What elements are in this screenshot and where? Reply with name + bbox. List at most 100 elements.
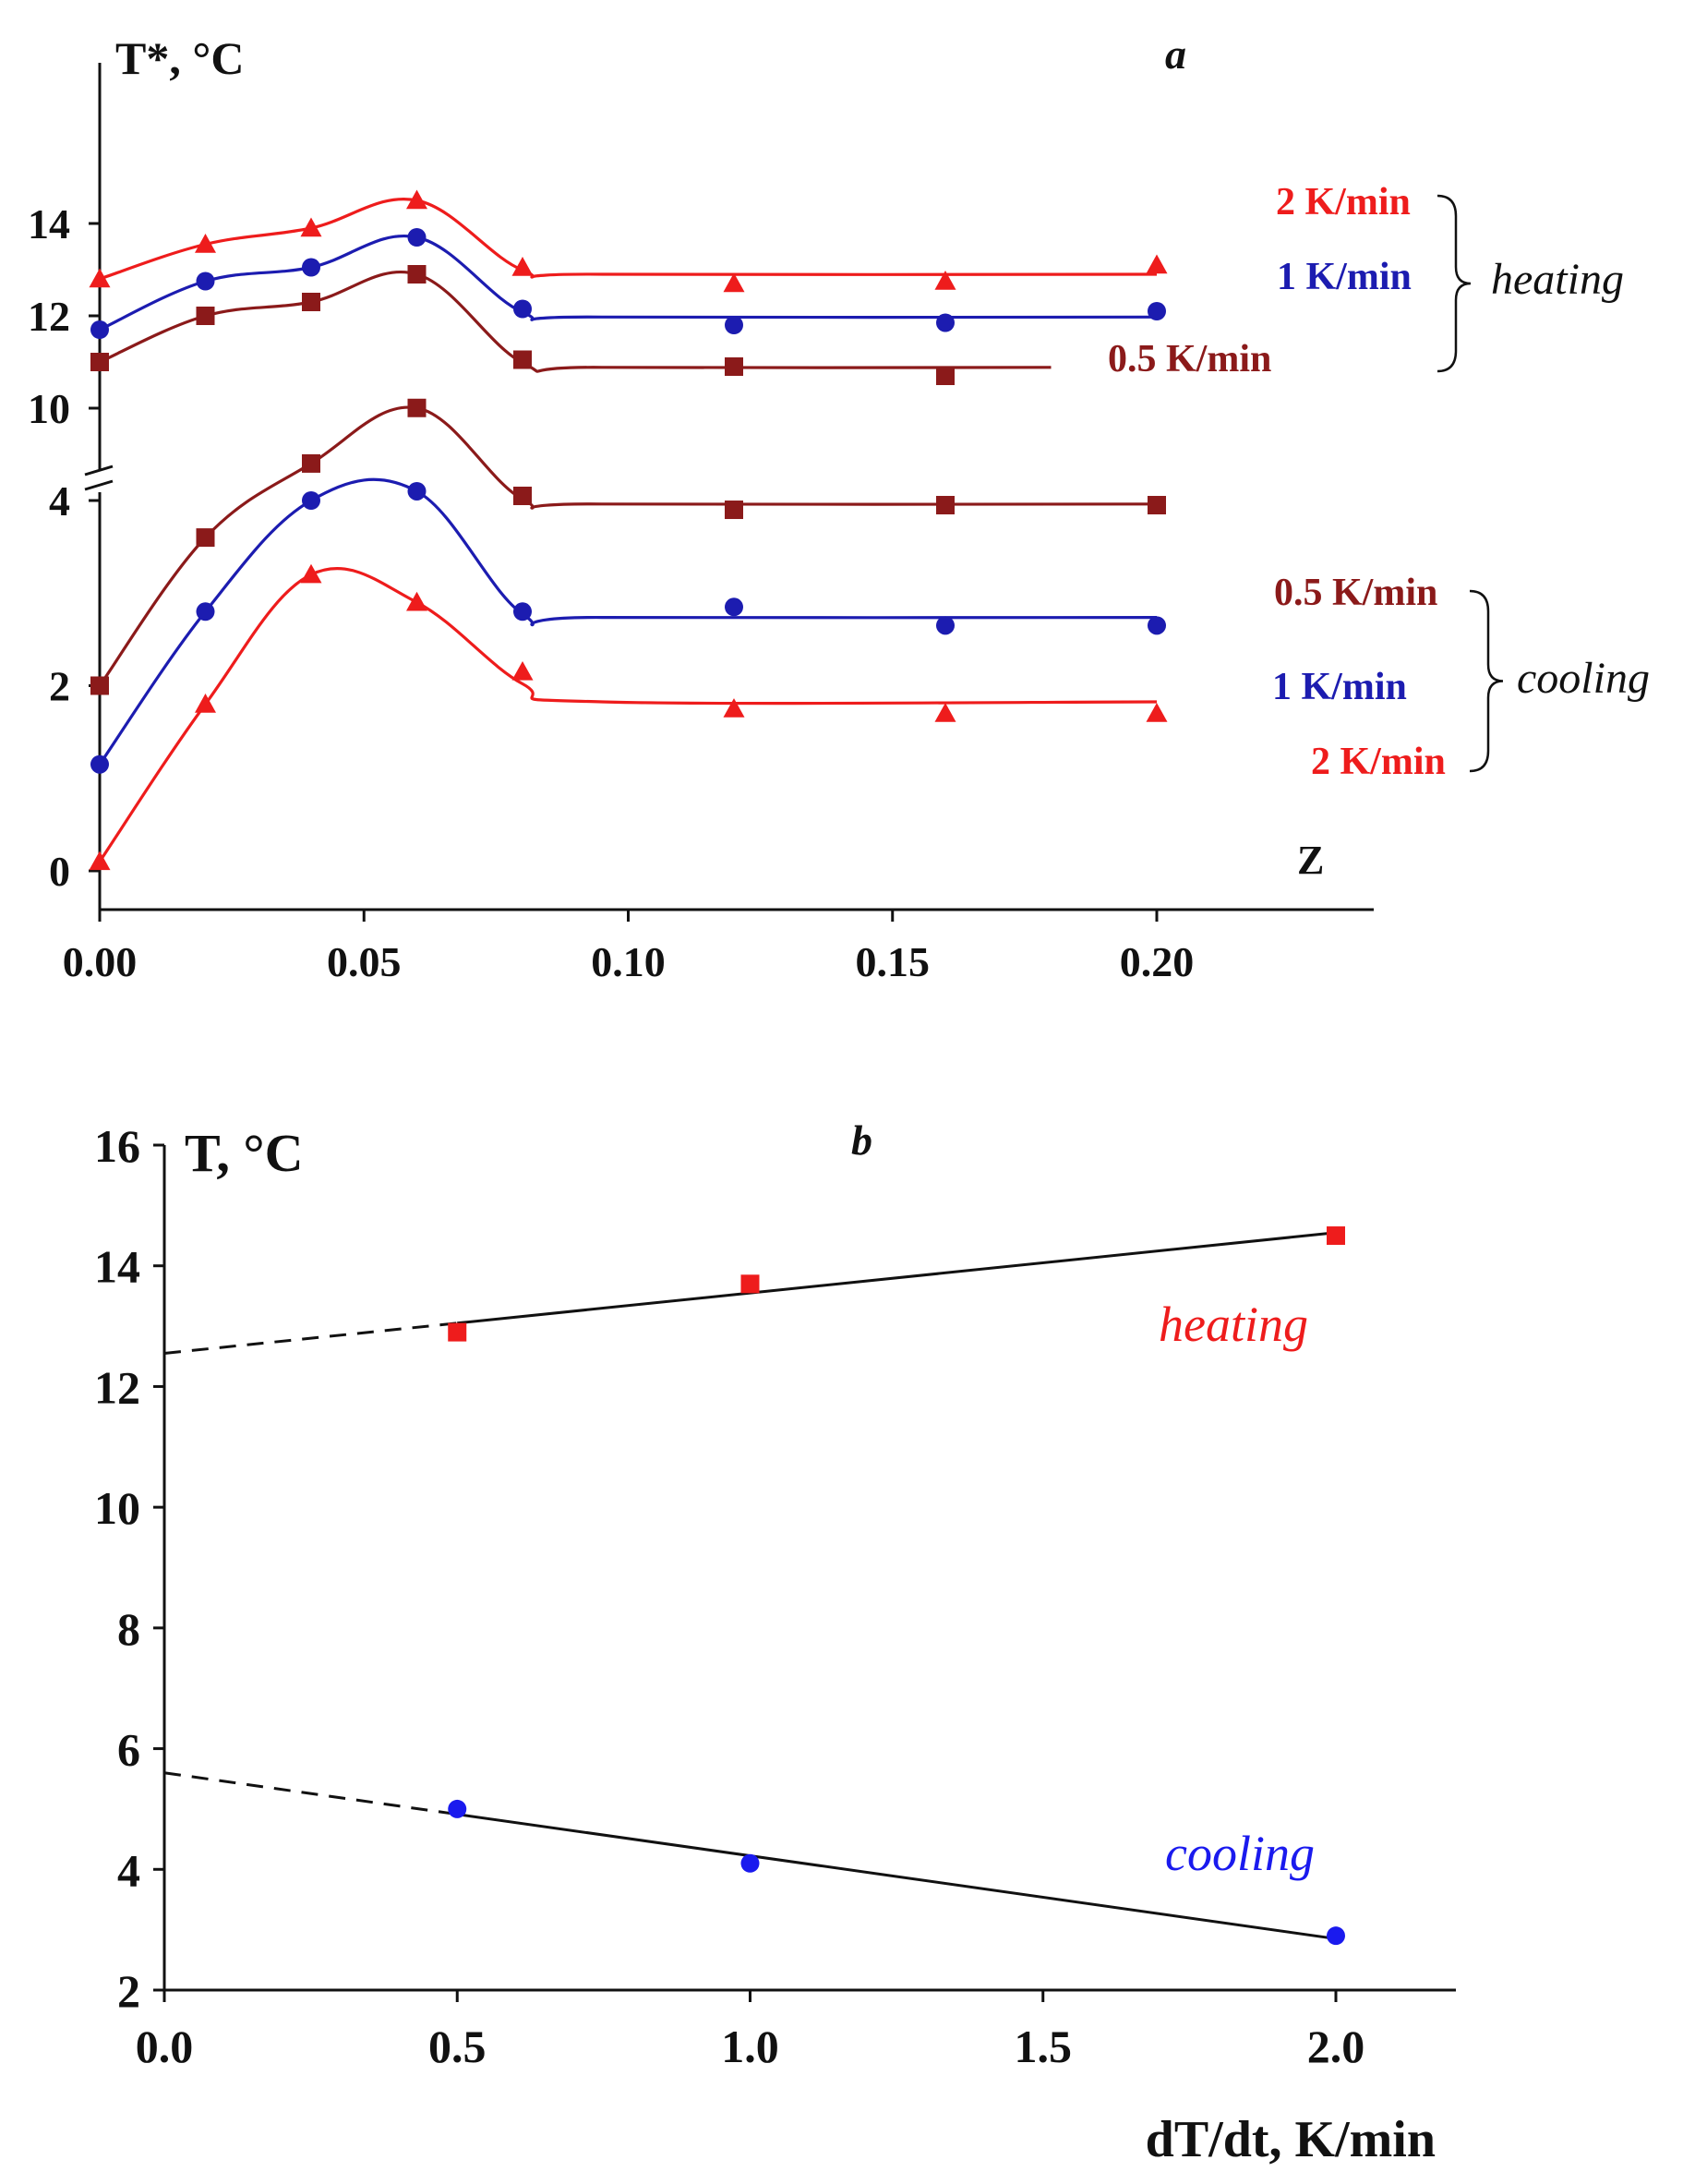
point-heating-2 [511,257,534,276]
x-tick-label: 0.00 [63,938,138,985]
y-tick-label: 12 [28,293,70,340]
x-tick-label: 0.20 [1120,938,1195,985]
point-cooling-1 [90,754,109,774]
series-label-heating-1: 1 K/min [1277,256,1412,298]
x-tick-label: 0.15 [856,938,931,985]
curve-heating-0.5 [99,270,1052,373]
y-tick-label: 4 [117,1844,140,1896]
point-heating-0.5 [407,265,427,284]
point-cooling-0.5 [196,528,215,548]
panel-a-axis-break-mark [84,479,114,491]
series-label-heating-0.5: 0.5 K/min [1108,338,1271,380]
cooling-bracket [1469,589,1504,773]
panel-a-x-label: Z [1297,838,1324,883]
point-heating-1 [196,271,215,291]
cooling-group-label: cooling [1517,654,1650,703]
point-heating-0.5 [196,307,215,325]
point-heating-1 [407,228,427,247]
point-heating-1 [725,316,743,334]
heating-series-label: heating [1159,1297,1308,1352]
fit-line-cooling [457,1813,1337,1940]
series-label-heating-2: 2 K/min [1276,181,1411,223]
point-cooling-1 [1148,616,1166,635]
series-label-cooling-0.5: 0.5 K/min [1274,572,1437,614]
panel-b-x-label: dT/dt, K/min [1146,2111,1436,2168]
panel-a-tag: a [1165,30,1186,78]
fit-extrapolation-heating [163,1321,458,1355]
y-tick-label: 6 [117,1724,140,1776]
point-cooling-1 [725,597,743,617]
point-heating-0.5 [513,350,532,369]
point-cooling-2 [406,591,427,611]
point-cooling-2 [934,703,956,722]
x-tick-label: 0.5 [428,2021,487,2072]
y-tick-label: 8 [117,1603,140,1655]
point-heating [740,1274,760,1294]
point-cooling-1 [407,481,427,501]
point-cooling-2 [195,694,216,713]
y-tick-label: 10 [94,1482,140,1534]
point-cooling-0.5 [302,453,320,473]
curve-cooling-1 [98,477,1158,766]
y-tick-label: 0 [49,848,70,895]
point-cooling-0.5 [936,496,955,515]
point-heating-2 [300,217,322,237]
point-heating-2 [1146,254,1168,274]
y-tick-label: 12 [94,1361,140,1413]
heating-group-label: heating [1491,255,1624,304]
panel-a-group-brackets: heating cooling [1437,194,1650,773]
point-cooling [740,1853,760,1873]
point-cooling [1327,1926,1345,1946]
panel-a-axis-break-mark [84,465,114,477]
point-heating-1 [90,320,109,339]
x-tick-label: 0.10 [591,938,666,985]
point-heating-2 [195,234,216,253]
point-cooling-1 [513,602,532,621]
point-cooling-0.5 [1148,496,1166,515]
point-heating-1 [936,313,955,332]
series-label-cooling-2: 2 K/min [1311,741,1446,783]
x-tick-label: 2.0 [1307,2021,1365,2072]
point-cooling-0.5 [513,486,532,505]
x-tick-label: 1.5 [1015,2021,1073,2072]
point-cooling-1 [302,491,320,510]
point-heating-1 [302,258,320,277]
y-tick-label: 4 [49,477,70,525]
heating-bracket [1437,194,1472,373]
x-tick-label: 0.0 [136,2021,194,2072]
point-cooling-0.5 [725,501,743,520]
point-heating-0.5 [725,357,743,376]
y-tick-label: 10 [28,385,70,432]
point-cooling-2 [1146,703,1168,722]
point-heating-2 [89,268,111,288]
panel-b: T, °C b dT/dt, K/min 0.0 0.5 1.0 1.5 2.0 2 4 6 8… [94,1116,1456,2168]
y-tick-label: 16 [94,1120,140,1172]
point-heating [448,1322,467,1342]
y-tick-label: 14 [28,200,70,247]
point-cooling [448,1799,467,1818]
point-heating [1327,1226,1345,1246]
point-heating-2 [406,189,427,210]
point-cooling-2 [300,563,322,584]
point-cooling-0.5 [407,398,427,417]
panel-b-series [163,1226,1345,1946]
point-cooling-1 [936,616,955,635]
panel-b-tag: b [851,1116,872,1164]
curve-cooling-2 [98,566,1158,863]
curve-heating-1 [99,235,1158,332]
panel-a: T*, °C a Z 0.00 0.05 0.10 0.15 0.20 10 12 14 0 2 4… [28,30,1650,985]
point-cooling-0.5 [90,676,109,695]
point-heating-0.5 [302,293,320,311]
point-heating-2 [723,272,745,293]
point-cooling-2 [89,851,111,871]
series-label-cooling-1: 1 K/min [1272,666,1407,708]
point-heating-1 [513,299,532,319]
point-cooling-2 [723,698,745,718]
panel-a-y-label: T*, °C [115,32,244,84]
y-tick-label: 2 [49,663,70,710]
point-heating-0.5 [90,353,109,371]
x-tick-label: 1.0 [721,2021,779,2072]
curve-heating-2 [99,198,1158,281]
